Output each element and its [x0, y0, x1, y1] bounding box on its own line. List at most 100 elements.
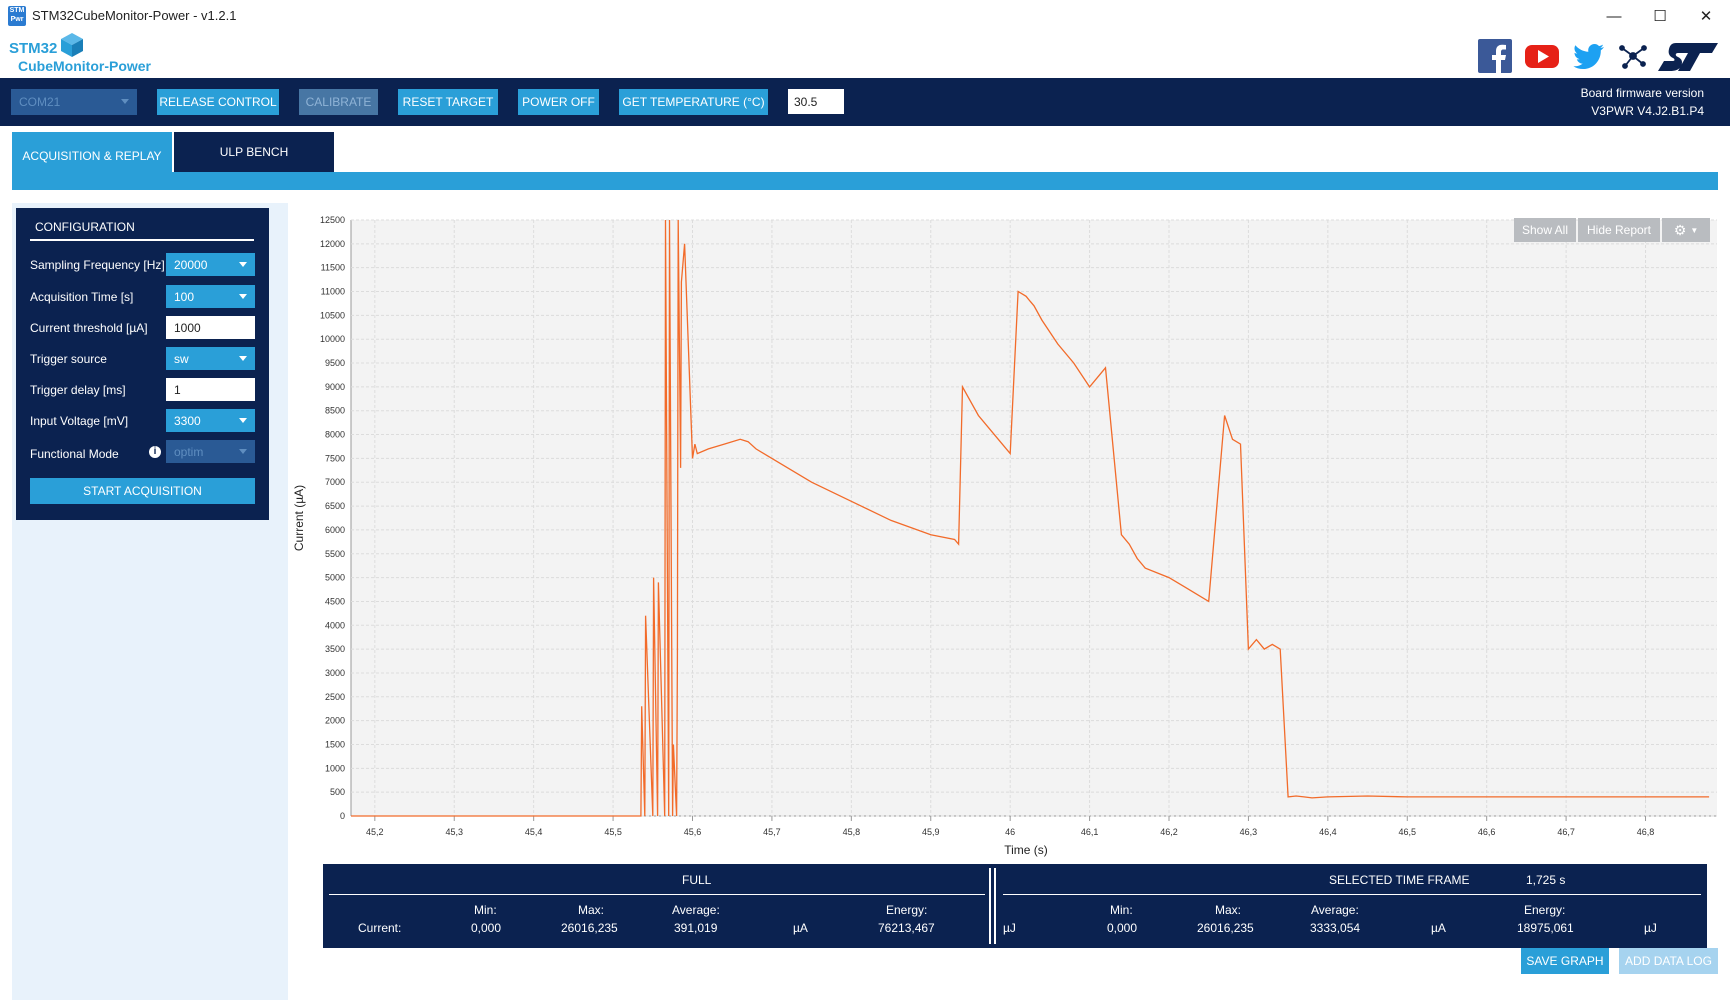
input-voltage-value: 3300	[174, 413, 201, 428]
report-full-average-header: Average:	[672, 903, 720, 917]
trigger-source-label: Trigger source	[30, 352, 107, 366]
acquisition-time-select[interactable]: 100	[166, 285, 255, 308]
add-data-log-button[interactable]: ADD DATA LOG	[1619, 948, 1718, 974]
functional-mode-value: optim	[174, 444, 204, 459]
y-tick-label: 11000	[321, 287, 345, 297]
report-full-max-header: Max:	[578, 903, 605, 917]
x-axis: 45,2 45,3 45,4 45,5 45,6 45,7 45,8 45,9 46 46,1 46…	[366, 816, 1654, 837]
report-full-average: 391,019	[674, 921, 718, 935]
network-icon[interactable]	[1616, 39, 1650, 73]
x-tick-label: 46,8	[1637, 827, 1655, 837]
plot-area	[351, 220, 1717, 816]
sampling-frequency-select[interactable]: 20000	[166, 253, 255, 276]
configuration-title: CONFIGURATION	[35, 220, 135, 234]
twitter-icon[interactable]	[1572, 39, 1606, 73]
current-threshold-field[interactable]: 1000	[166, 316, 255, 339]
release-control-button[interactable]: RELEASE CONTROL	[157, 89, 279, 115]
info-icon[interactable]: i	[149, 446, 161, 458]
trigger-source-select[interactable]: sw	[166, 347, 255, 370]
trigger-delay-field[interactable]: 1	[166, 378, 255, 401]
youtube-icon[interactable]	[1525, 39, 1559, 73]
y-tick-label: 7000	[325, 477, 345, 487]
tab-acquisition-replay[interactable]: ACQUISITION & REPLAY	[12, 132, 172, 179]
report-selected-min-header: Min:	[1110, 903, 1133, 917]
report-selected-title: SELECTED TIME FRAME	[1329, 873, 1470, 887]
report-selected-min: 0,000	[1107, 921, 1138, 935]
hide-report-button[interactable]: Hide Report	[1578, 218, 1660, 242]
chart-series-line	[351, 219, 1710, 817]
tab-underline	[12, 172, 1718, 190]
chart-canvas[interactable]: 0 500 1000 1500 2000 2500 3000 3500 4000 4500 5000…	[288, 200, 1718, 860]
save-graph-button[interactable]: SAVE GRAPH	[1521, 948, 1609, 974]
chart-settings-button[interactable]: ⚙ ▼	[1662, 218, 1710, 242]
report-full-max: 26016,235	[561, 921, 618, 935]
st-logo[interactable]	[1656, 39, 1720, 73]
x-tick-label: 45,9	[922, 827, 940, 837]
current-threshold-label: Current threshold [µA]	[30, 321, 148, 335]
x-tick-label: 46,7	[1557, 827, 1575, 837]
power-off-button[interactable]: POWER OFF	[518, 89, 599, 115]
y-tick-label: 1000	[325, 763, 345, 773]
y-tick-label: 9500	[325, 358, 345, 368]
y-tick-label: 8000	[325, 430, 345, 440]
input-voltage-select[interactable]: 3300	[166, 409, 255, 432]
functional-mode-label: Functional Mode	[30, 447, 119, 461]
y-axis-label: Current (µA)	[292, 485, 306, 551]
y-tick-label: 5000	[325, 573, 345, 583]
y-tick-label: 10500	[320, 310, 345, 320]
firmware-info: Board firmware version V3PWR V4.J2.B1.P4	[1581, 84, 1704, 120]
chevron-down-icon	[239, 418, 247, 423]
y-tick-label: 9000	[325, 382, 345, 392]
main-toolbar: COM21 RELEASE CONTROL CALIBRATE RESET TA…	[0, 78, 1730, 126]
x-tick-label: 46,6	[1478, 827, 1496, 837]
y-tick-label: 0	[340, 811, 345, 821]
com-port-value: COM21	[19, 95, 61, 109]
y-tick-label: 5500	[325, 549, 345, 559]
y-tick-label: 6500	[325, 501, 345, 511]
current-chart[interactable]: 0 500 1000 1500 2000 2500 3000 3500 4000 4500 5000…	[288, 200, 1718, 860]
chevron-down-icon	[121, 99, 129, 104]
window-titlebar: STM Pwr STM32CubeMonitor-Power - v1.2.1 …	[0, 0, 1730, 32]
report-full-average-unit: µA	[793, 921, 808, 935]
functional-mode-select[interactable]: optim	[166, 440, 255, 463]
get-temperature-button[interactable]: GET TEMPERATURE (°C)	[619, 89, 768, 115]
y-tick-label: 6000	[325, 525, 345, 535]
chevron-down-icon	[239, 262, 247, 267]
x-tick-label: 45,2	[366, 827, 384, 837]
close-button[interactable]: ✕	[1699, 8, 1713, 25]
facebook-icon[interactable]	[1478, 39, 1512, 73]
start-acquisition-button[interactable]: START ACQUISITION	[30, 478, 255, 504]
gear-icon: ⚙	[1673, 221, 1687, 238]
x-tick-label: 45,6	[684, 827, 702, 837]
x-tick-label: 45,3	[445, 827, 463, 837]
report-selected-average: 3333,054	[1310, 921, 1361, 935]
firmware-version: V3PWR V4.J2.B1.P4	[1591, 104, 1704, 118]
divider	[30, 239, 254, 241]
report-table: FULL SELECTED TIME FRAME 1,725 s Current…	[323, 864, 1707, 948]
divider	[329, 894, 985, 895]
chevron-down-icon	[239, 356, 247, 361]
report-selected-energy-unit: µJ	[1644, 921, 1657, 935]
report-selected-average-header: Average:	[1311, 903, 1359, 917]
x-axis-label: Time (s)	[1004, 843, 1048, 857]
trigger-delay-label: Trigger delay [ms]	[30, 383, 126, 397]
show-all-button[interactable]: Show All	[1514, 218, 1576, 242]
x-tick-label: 46,3	[1240, 827, 1258, 837]
trigger-source-value: sw	[174, 351, 189, 366]
divider	[989, 868, 991, 944]
com-port-select[interactable]: COM21	[11, 89, 137, 115]
y-tick-label: 1500	[325, 739, 345, 749]
reset-target-button[interactable]: RESET TARGET	[398, 89, 498, 115]
maximize-button[interactable]: ☐	[1653, 8, 1667, 25]
minimize-button[interactable]: —	[1606, 7, 1622, 25]
y-tick-label: 8500	[325, 406, 345, 416]
temperature-field[interactable]: 30.5	[788, 89, 844, 114]
configuration-panel: CONFIGURATION Sampling Frequency [Hz] 20…	[16, 208, 269, 520]
y-tick-label: 500	[330, 787, 345, 797]
window-title: STM32CubeMonitor-Power - v1.2.1	[32, 8, 237, 23]
x-tick-label: 45,4	[525, 827, 543, 837]
x-tick-label: 46,1	[1081, 827, 1099, 837]
report-full-min: 0,000	[471, 921, 502, 935]
tab-ulp-bench[interactable]: ULP BENCH	[174, 132, 334, 172]
calibrate-button[interactable]: CALIBRATE	[299, 89, 378, 115]
